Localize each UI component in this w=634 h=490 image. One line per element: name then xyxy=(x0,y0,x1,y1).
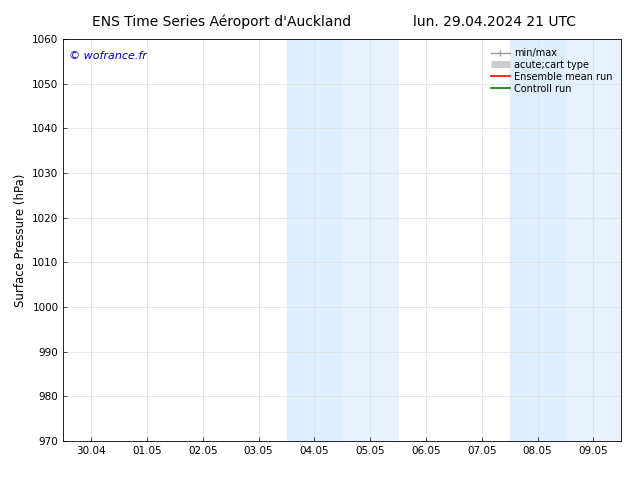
Bar xyxy=(287,39,342,441)
Text: lun. 29.04.2024 21 UTC: lun. 29.04.2024 21 UTC xyxy=(413,15,576,29)
Y-axis label: Surface Pressure (hPa): Surface Pressure (hPa) xyxy=(14,173,27,307)
Bar xyxy=(342,39,398,441)
Text: ENS Time Series Aéroport d'Auckland: ENS Time Series Aéroport d'Auckland xyxy=(93,15,351,29)
Legend: min/max, acute;cart type, Ensemble mean run, Controll run: min/max, acute;cart type, Ensemble mean … xyxy=(487,44,616,98)
Bar xyxy=(510,39,566,441)
Text: © wofrance.fr: © wofrance.fr xyxy=(69,51,147,61)
Bar xyxy=(566,39,621,441)
